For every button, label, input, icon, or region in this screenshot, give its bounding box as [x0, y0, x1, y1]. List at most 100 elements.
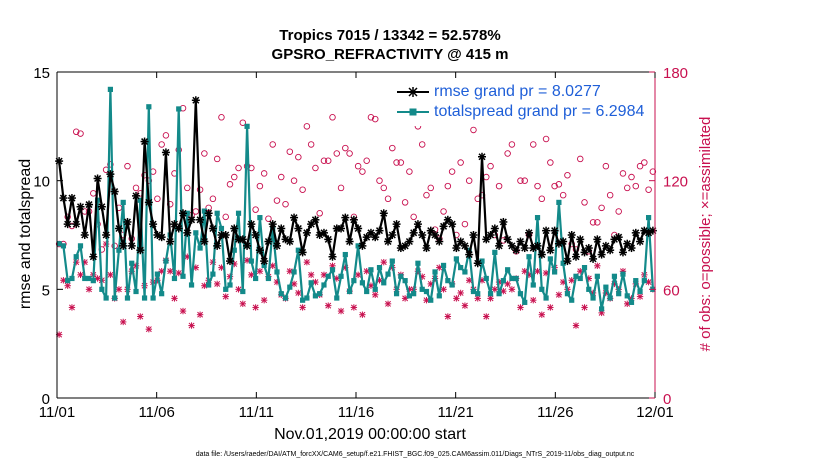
totalspread-point [432, 269, 438, 275]
possible-obs-point [320, 157, 328, 164]
rmse-point [431, 231, 440, 239]
possible-obs-point [201, 150, 208, 157]
totalspread-point [398, 273, 404, 279]
assimilated-obs-point [325, 302, 332, 309]
possible-obs-point [530, 141, 537, 148]
totalspread-point [223, 286, 229, 292]
totalspread-point [248, 258, 254, 264]
assimilated-obs-point [581, 304, 588, 311]
totalspread-point [137, 197, 143, 203]
rmse-point [196, 215, 205, 224]
assimilated-obs-point [252, 304, 259, 311]
rmse-point [213, 241, 222, 250]
assimilated-obs-point [188, 322, 195, 329]
possible-obs-point [346, 150, 353, 157]
possible-obs-point [606, 191, 614, 199]
rmse-point [243, 241, 252, 250]
possible-obs-point [457, 159, 464, 166]
totalspread-point [393, 291, 400, 297]
totalspread-point [628, 299, 635, 305]
totalspread-point [274, 269, 280, 275]
totalspread-point [325, 273, 331, 279]
totalspread-point [505, 267, 511, 273]
rmse-point [166, 237, 175, 246]
rmse-point [341, 213, 350, 222]
rmse-point [161, 148, 170, 157]
rmse-point [80, 231, 89, 239]
totalspread-point [590, 295, 596, 301]
rmse-point [490, 224, 499, 233]
totalspread-point [526, 254, 532, 260]
totalspread-point [60, 243, 67, 249]
rmse-point [140, 137, 149, 146]
assimilated-obs-point [299, 304, 306, 311]
assimilated-obs-point [256, 268, 264, 275]
rmse-point [392, 220, 401, 229]
possible-obs-point [602, 162, 610, 170]
rmse-point [405, 237, 414, 246]
rmse-point [179, 209, 188, 218]
y-right-tick-label: 180 [663, 65, 688, 82]
rmse-point [298, 248, 307, 257]
assimilated-obs-point [307, 271, 315, 279]
possible-obs-point [376, 177, 383, 184]
possible-obs-point [555, 181, 563, 188]
rmse-point [384, 237, 393, 246]
possible-obs-point [359, 168, 366, 175]
rmse-point [563, 257, 572, 266]
rmse-point [290, 213, 299, 222]
totalspread-point [282, 295, 289, 301]
x-tick-label: 11/11 [239, 404, 274, 421]
assimilated-obs-point [239, 300, 247, 308]
possible-obs-point [504, 150, 511, 157]
possible-obs-point [401, 199, 409, 206]
rmse-point [260, 257, 269, 266]
totalspread-point [355, 243, 361, 249]
assimilated-obs-point [166, 268, 174, 275]
totalspread-point [244, 123, 250, 129]
possible-obs-point [307, 141, 315, 148]
totalspread-point [539, 286, 545, 292]
totalspread-point [99, 286, 105, 292]
rmse-point [89, 252, 98, 261]
totalspread-point [411, 291, 417, 297]
legend-entry-rmse: rmse grand pr = 8.0277 [396, 82, 601, 102]
rmse-point [375, 226, 384, 235]
totalspread-point [103, 295, 109, 301]
possible-obs-point [427, 184, 435, 192]
legend-entry-totalspread: totalspread grand pr = 6.2984 [396, 102, 644, 122]
rmse-point [631, 228, 640, 237]
totalspread-point [577, 275, 583, 282]
rmse-point [319, 228, 328, 237]
rmse-point [512, 246, 521, 255]
possible-obs-point [295, 153, 302, 161]
possible-obs-point [226, 181, 234, 188]
possible-obs-point [418, 141, 426, 148]
totalspread-point [372, 286, 378, 292]
rmse-point [251, 231, 260, 239]
possible-obs-point [162, 132, 170, 139]
totalspread-point [376, 265, 383, 271]
assimilated-obs-point [572, 322, 580, 329]
y-left-tick-label: 0 [42, 391, 50, 408]
totalspread-point [253, 275, 259, 282]
rmse-point [606, 246, 615, 255]
possible-obs-point [389, 144, 396, 152]
rmse-point [144, 198, 153, 207]
assimilated-obs-point [115, 286, 123, 293]
totalspread-point [171, 275, 178, 282]
possible-obs-point [470, 126, 477, 134]
totalspread-point [291, 269, 297, 275]
totalspread-point [611, 273, 618, 279]
totalspread-point [607, 295, 613, 301]
totalspread-point [188, 282, 195, 288]
assimilated-obs-point [453, 295, 460, 302]
rmse-point [537, 250, 546, 259]
rmse-point [354, 224, 363, 233]
totalspread-point [116, 247, 122, 253]
assimilated-obs-point [384, 300, 392, 308]
totalspread-point [547, 256, 553, 262]
rmse-point [379, 209, 388, 218]
assimilated-obs-point [64, 282, 71, 289]
possible-obs-point [410, 213, 417, 221]
